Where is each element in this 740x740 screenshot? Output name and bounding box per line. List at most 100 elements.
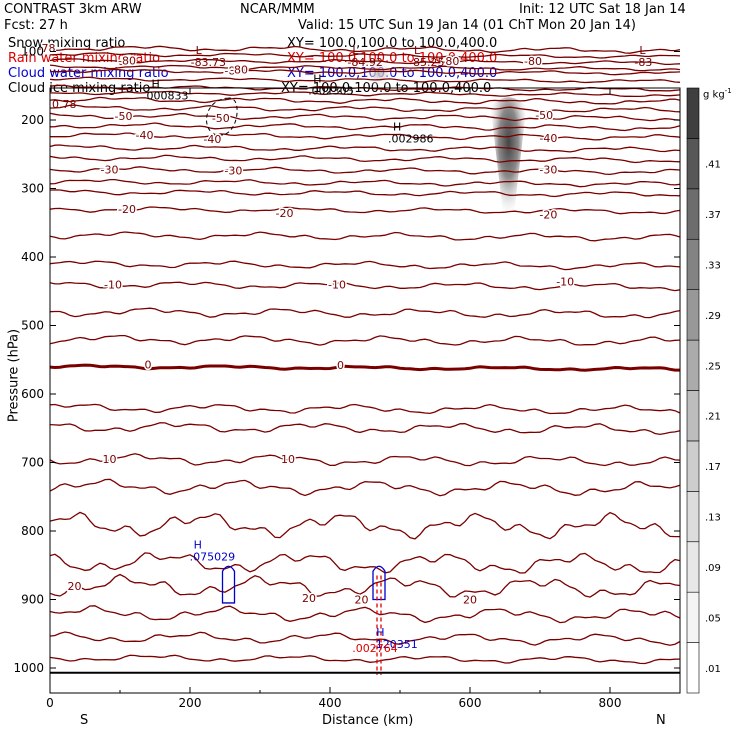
cloud-water-marker: H xyxy=(376,626,384,639)
isotherm-label: -40 xyxy=(136,129,154,142)
cloud-water-contour xyxy=(372,565,386,601)
isotherm-line xyxy=(50,132,681,141)
isotherm-line xyxy=(49,231,681,242)
isotherm-line xyxy=(49,654,681,665)
extremum-marker: H xyxy=(313,73,321,86)
colorbar-swatch xyxy=(686,238,700,290)
extremum-value: -83 xyxy=(634,56,652,69)
isotherm-label: -50 xyxy=(535,109,553,122)
field-label-snow: Snow mixing ratio xyxy=(8,36,126,51)
isotherm-line xyxy=(49,96,681,105)
y-tick-label: 900 xyxy=(21,593,44,607)
isotherm-label: 10 xyxy=(103,453,117,466)
extremum-value: -85.25 xyxy=(409,56,444,69)
extremum-value: 000833 xyxy=(147,89,189,102)
isotherm-label: -20 xyxy=(118,203,136,216)
colorbar-swatch xyxy=(686,339,700,391)
colorbar-swatch xyxy=(686,138,700,190)
colorbar-swatch xyxy=(686,188,700,240)
cloud-ice-label: 0.78 xyxy=(52,98,77,111)
cloud-water-contour xyxy=(221,565,236,604)
x-tick-label: 600 xyxy=(459,696,482,710)
cloud-ice-contour xyxy=(206,97,238,136)
x-tick-label: 800 xyxy=(599,696,622,710)
colorbar-units: g kg-1 xyxy=(703,87,732,101)
isotherm-line xyxy=(49,189,681,198)
x-tick-label: 0 xyxy=(46,696,54,710)
cloud-water-marker: H xyxy=(194,539,202,552)
extremum-value: .002303 xyxy=(308,85,354,98)
extremum-marker: H xyxy=(152,77,160,90)
isotherm-line xyxy=(49,281,681,292)
y-tick-label: 600 xyxy=(21,387,44,401)
isotherm-line xyxy=(49,334,681,346)
isotherm-line xyxy=(49,422,681,436)
y-tick-label: 500 xyxy=(21,319,44,333)
isotherm-label: -50 xyxy=(115,110,133,123)
isotherm-label: -10 xyxy=(104,278,122,291)
colorbar-swatch xyxy=(686,87,700,139)
colorbar-level-label: .09 xyxy=(705,563,721,574)
field-xy-snow: XY= 100.0,100.0 to 100.0,400.0 xyxy=(287,36,498,51)
colorbar-swatch xyxy=(686,642,700,694)
y-tick-label: 300 xyxy=(21,182,44,196)
isotherm-line xyxy=(49,478,681,497)
isotherm-line xyxy=(49,68,681,76)
isotherm-line xyxy=(49,144,681,153)
isotherm-line xyxy=(49,605,681,624)
x-tick-label: 400 xyxy=(319,696,342,710)
isotherm-label: -20 xyxy=(276,207,294,220)
isotherm-label: 20 xyxy=(355,594,369,607)
forecast-hour: Fcst: 27 h xyxy=(4,18,68,33)
extremum-value: -84.92 xyxy=(347,56,382,69)
isotherm-label: -50 xyxy=(212,112,230,125)
isotherm-line xyxy=(49,52,681,59)
isotherm-label: -10 xyxy=(556,276,574,289)
colorbar-level-label: .25 xyxy=(705,361,721,372)
isotherm-label: -80 xyxy=(524,55,542,68)
isotherm-label: 20 xyxy=(463,594,477,607)
south-label: S xyxy=(80,713,89,728)
colorbar-level-label: .33 xyxy=(705,260,721,271)
isotherm-label: -40 xyxy=(203,133,221,146)
isotherm-line xyxy=(49,206,681,215)
colorbar-level-label: .17 xyxy=(705,462,721,473)
init-time: Init: 12 UTC Sat 18 Jan 14 xyxy=(519,2,686,17)
isotherm-line xyxy=(49,64,681,72)
model-title: CONTRAST 3km ARW xyxy=(4,2,142,17)
extremum-marker: L xyxy=(196,44,203,57)
isotherm-label: -20 xyxy=(539,209,557,222)
isotherm-line xyxy=(49,573,681,598)
isotherm-label: 0 xyxy=(337,359,344,372)
colorbar-swatch xyxy=(686,491,700,543)
y-tick-label: 1000 xyxy=(13,661,44,675)
isotherm-label: -30 xyxy=(101,163,119,176)
isotherm-line xyxy=(49,403,681,415)
y-tick-label: 400 xyxy=(21,250,44,264)
isotherm-label: -10 xyxy=(328,278,346,291)
isotherm-label: -30 xyxy=(224,165,242,178)
isotherm-line xyxy=(49,631,681,646)
y-axis-title: Pressure (hPa) xyxy=(6,328,22,423)
plot-frame xyxy=(49,87,681,694)
y-tick-label: 800 xyxy=(21,524,44,538)
colorbar-level-label: .13 xyxy=(705,513,721,524)
isotherm-line xyxy=(49,45,681,54)
cloud-water-value: .075029 xyxy=(190,551,236,564)
isotherm-line xyxy=(49,307,681,319)
isotherm-line xyxy=(49,122,681,132)
north-label: N xyxy=(656,713,666,728)
colorbar-level-label: .37 xyxy=(705,210,721,221)
cloud-water-value: .120351 xyxy=(372,638,418,651)
isotherm-line xyxy=(49,58,681,66)
extremum-value: -83.73 xyxy=(191,56,226,69)
valid-time: Valid: 15 UTC Sun 19 Jan 14 (01 ChT Mon … xyxy=(298,18,636,33)
x-tick-label: 200 xyxy=(179,696,202,710)
extremum-value: .002986 xyxy=(388,133,434,146)
extremum-marker: H xyxy=(393,121,401,134)
colorbar-level-label: .21 xyxy=(705,412,721,423)
colorbar-level-label: .41 xyxy=(705,160,721,171)
colorbar-swatch xyxy=(686,591,700,643)
rain-water-value: .002764 xyxy=(352,642,398,655)
